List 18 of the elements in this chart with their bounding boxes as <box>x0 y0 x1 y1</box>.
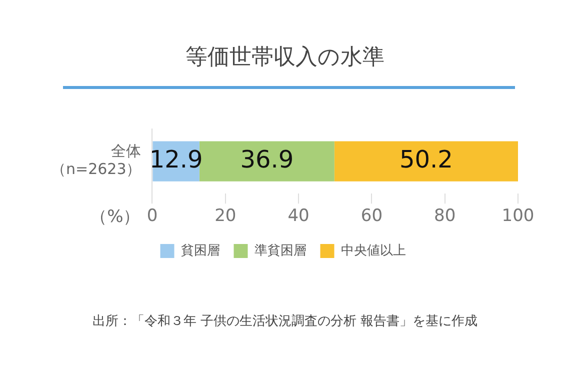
chart-title: 等価世帯収入の水準 <box>184 44 386 72</box>
legend-label: 中央値以上 <box>340 243 406 258</box>
x-tick-label: 40 <box>288 206 310 226</box>
x-tick-label: 100 <box>502 206 534 226</box>
x-axis-title: （%） <box>90 207 140 228</box>
legend-label: 貧困層 <box>180 243 220 258</box>
x-tick-label: 0 <box>146 206 158 226</box>
x-tick-label: 80 <box>434 206 456 226</box>
data-label: 12.9 <box>149 146 203 174</box>
x-tick-label: 20 <box>214 206 236 226</box>
data-label: 36.9 <box>240 146 294 174</box>
data-label: 50.2 <box>399 146 453 174</box>
bar <box>199 141 334 182</box>
x-tick-label: 60 <box>360 206 383 226</box>
text: 出所：「令和３年 子供の生活状況調査の分析 報告書」を基に作成 <box>91 313 479 330</box>
legend-label: 準貧困層 <box>254 243 306 258</box>
y-tick-label: 全体（n=2623） <box>51 142 142 178</box>
bar <box>334 141 518 182</box>
